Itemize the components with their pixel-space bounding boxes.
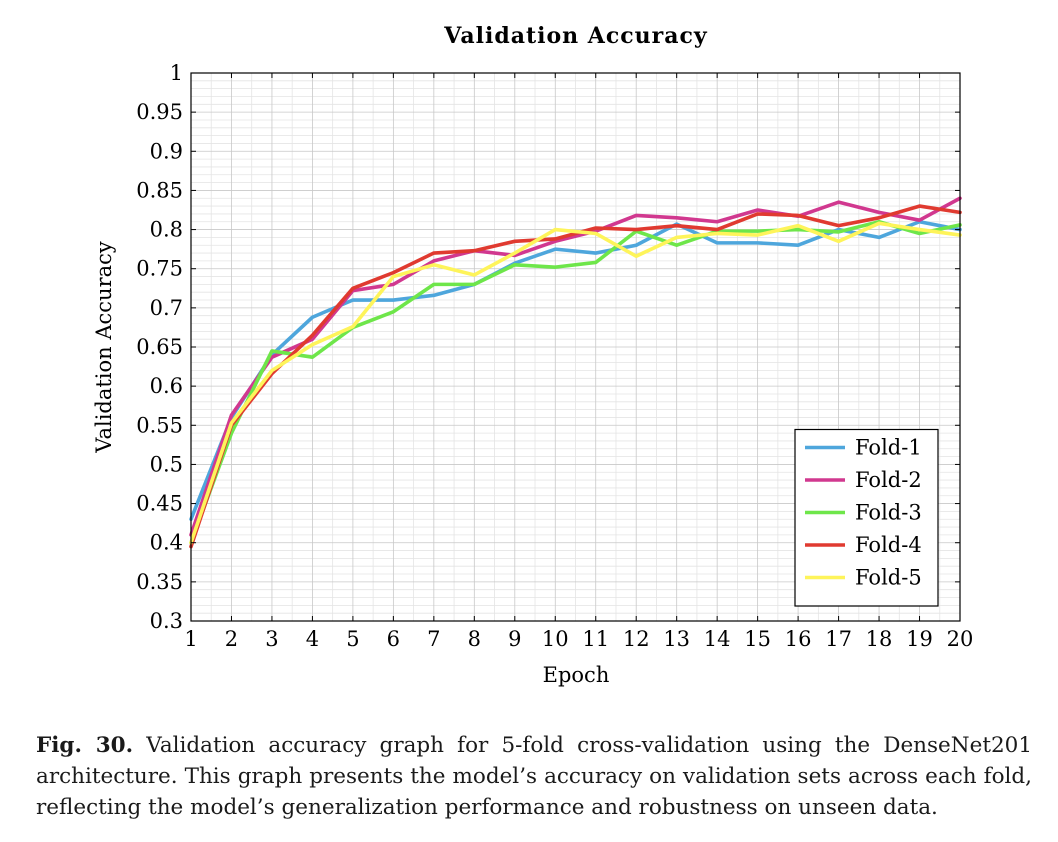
x-tick-label: 6 [387, 627, 400, 651]
series-line-fold-2 [189, 196, 962, 537]
x-tick-label: 16 [785, 627, 812, 651]
x-tick-label: 3 [265, 627, 278, 651]
x-axis-label: Epoch [543, 663, 610, 687]
y-tick-label: 0.3 [150, 609, 183, 633]
x-tick-label: 11 [582, 627, 609, 651]
y-axis-label: Validation Accuracy [92, 241, 116, 454]
x-tick-labels: 1 2 3 4 5 6 7 8 9 10 11 12 13 14 15 16 17 18 19 20 [184, 627, 973, 651]
legend: Fold-1 Fold-2 Fold-3 Fold-4 Fold-5 [794, 428, 939, 607]
series-line-fold-5 [189, 221, 962, 545]
y-tick-label: 0.45 [136, 492, 183, 516]
figure-caption: Fig. 30. Validation accuracy graph for 5… [36, 730, 1032, 823]
x-tick-label: 15 [744, 627, 771, 651]
x-tick-label: 19 [906, 627, 933, 651]
x-tick-label: 12 [623, 627, 650, 651]
y-tick-label: 0.7 [150, 296, 183, 320]
legend-label: Fold-4 [855, 533, 922, 557]
legend-label: Fold-5 [855, 566, 922, 590]
x-tick-label: 5 [346, 627, 359, 651]
x-tick-label: 8 [468, 627, 481, 651]
legend-box [794, 428, 939, 607]
validation-accuracy-chart: 1 2 3 4 5 6 7 8 9 10 11 12 13 14 15 16 17 18 19 20 0.30.350… [92, 23, 973, 687]
y-tick-label: 0.95 [136, 100, 183, 124]
x-tick-label: 20 [947, 627, 974, 651]
x-tick-label: 9 [508, 627, 521, 651]
series-lines [189, 196, 962, 549]
y-tick-label: 0.35 [136, 570, 183, 594]
x-tick-label: 17 [825, 627, 852, 651]
x-tick-label: 10 [542, 627, 569, 651]
legend-label: Fold-3 [855, 501, 922, 525]
y-tick-label: 0.9 [150, 139, 183, 163]
series-line-fold-3 [189, 219, 962, 545]
x-tick-label: 13 [663, 627, 690, 651]
series-line-fold-4 [189, 204, 962, 549]
x-tick-label: 2 [225, 627, 238, 651]
legend-label: Fold-1 [855, 436, 922, 460]
x-tick-label: 14 [704, 627, 731, 651]
y-tick-label: 0.8 [150, 218, 183, 242]
y-tick-label: 0.6 [150, 374, 183, 398]
figure-label: Fig. 30. [36, 733, 134, 758]
y-tick-label: 0.55 [136, 413, 183, 437]
y-tick-labels: 0.3 0.35 0.4 0.45 0.5 0.55 0.6 0.65 0.7 0.75 0.8 0.… [136, 61, 183, 633]
x-tick-label: 1 [184, 627, 197, 651]
x-tick-label: 18 [866, 627, 893, 651]
legend-label: Fold-2 [855, 468, 922, 492]
chart-title: Validation Accuracy [443, 23, 708, 49]
y-tick-label: 0.85 [136, 178, 183, 202]
y-tick-label: 0.4 [150, 531, 183, 555]
y-tick-label: 0.75 [136, 257, 183, 281]
y-tick-label: 0.65 [136, 335, 183, 359]
figure-caption-text: Validation accuracy graph for 5-fold cro… [36, 733, 1032, 820]
y-tick-label: 0.5 [150, 452, 183, 476]
axis-ticks [190, 72, 961, 622]
x-tick-label: 4 [306, 627, 319, 651]
x-tick-label: 7 [427, 627, 440, 651]
y-tick-label: 1 [170, 61, 183, 85]
